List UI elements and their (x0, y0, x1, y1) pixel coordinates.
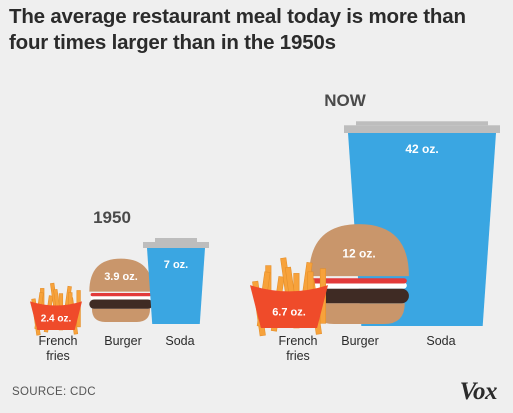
category-label-fries-now: fries (286, 349, 310, 363)
patty (89, 299, 153, 309)
soda-value-label: 42 oz. (405, 142, 438, 156)
year-label-1950: 1950 (93, 208, 131, 227)
bun-top (309, 224, 409, 277)
category-label-burger-1950: Burger (104, 334, 142, 348)
cheese (311, 282, 407, 289)
category-label-soda-now: Soda (426, 334, 455, 348)
cup-lid-top (356, 121, 488, 126)
fries-1950: 2.4 oz. (30, 282, 82, 336)
soda-value-label: 7 oz. (164, 259, 188, 271)
category-label-fries-now: French (279, 334, 318, 348)
ketchup (90, 292, 152, 297)
category-label-fries-1950: French (39, 334, 78, 348)
chart-title: The average restaurant meal today is mor… (9, 5, 466, 54)
category-label-fries-1950: fries (46, 349, 70, 363)
patty (309, 288, 409, 304)
bun-bottom (91, 308, 151, 322)
fries-container (250, 285, 328, 328)
bun-top (89, 258, 153, 292)
category-label-burger-now: Burger (341, 334, 379, 348)
category-label-soda-1950: Soda (165, 334, 194, 348)
bun-bottom (313, 303, 405, 324)
ketchup (311, 278, 407, 284)
soda-1950: 7 oz. (143, 238, 209, 324)
burger-1950: 3.9 oz. (89, 258, 153, 322)
fries-value-label: 6.7 oz. (272, 307, 306, 319)
fries-value-label: 2.4 oz. (41, 314, 72, 325)
soda-now: 42 oz. (344, 121, 500, 326)
cup-body (147, 248, 205, 324)
fries-container (30, 301, 82, 330)
burger-value-label: 12 oz. (342, 246, 375, 260)
cup-body (348, 133, 496, 326)
source-note: SOURCE: CDC (12, 386, 96, 398)
cup-lid-top (155, 238, 197, 242)
fries-now: 6.7 oz. (250, 257, 328, 337)
vox-logo: Vox (459, 378, 498, 405)
cup-lid (344, 125, 500, 133)
year-label-now: NOW (324, 91, 367, 110)
cheese (90, 295, 152, 300)
cup-lid (143, 242, 209, 248)
burger-now: 12 oz. (309, 224, 409, 324)
burger-value-label: 3.9 oz. (104, 271, 138, 283)
